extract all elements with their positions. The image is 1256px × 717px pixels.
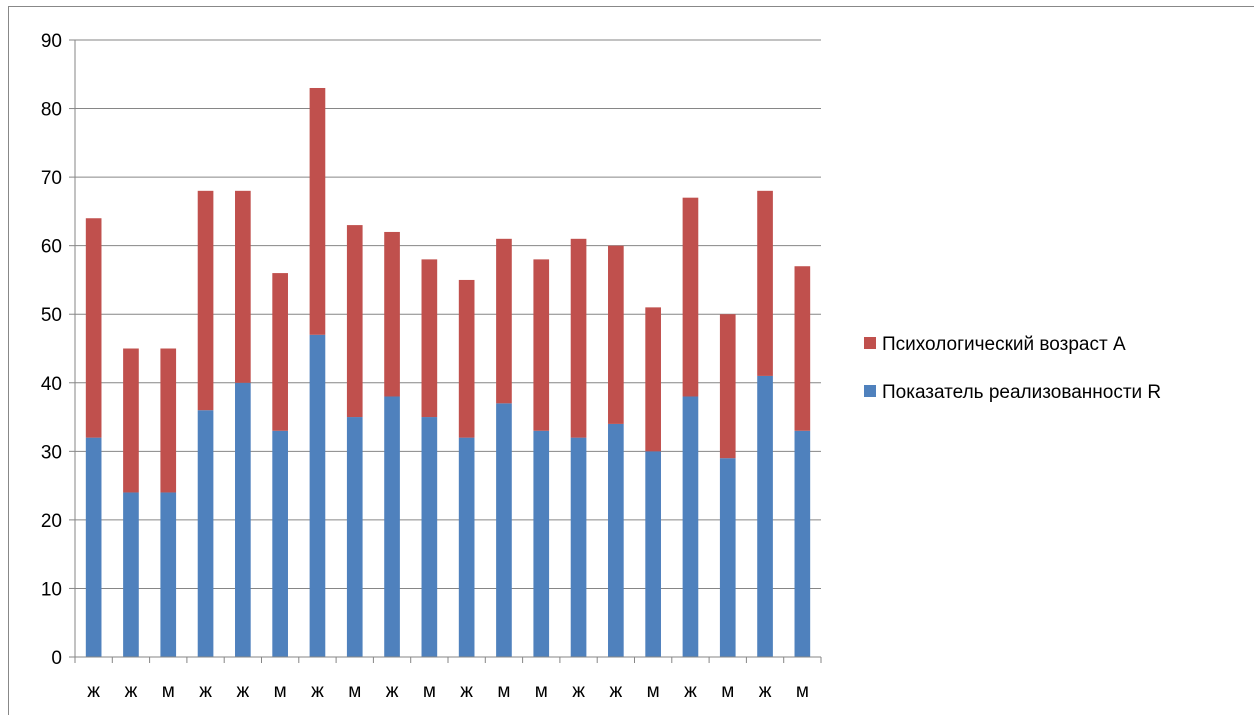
bar-series0-1 [123,492,139,657]
legend: Психологический возраст А Показатель реал… [864,334,1161,403]
x-tick-label-11: м [497,681,510,702]
bar-series0-10 [458,437,475,657]
x-tick-label-17: м [721,681,734,702]
bar-series0-7 [346,417,363,657]
chart-frame [8,6,1254,715]
x-tick-label-0: ж [87,681,100,702]
x-tick-label-10: ж [460,681,473,702]
bar-series1-6 [309,87,326,335]
legend-swatch-1 [864,385,876,397]
y-tick-label-6: 60 [41,237,62,258]
bar-series0-11 [496,403,512,657]
y-tick-label-0: 0 [51,648,62,669]
y-tick-label-1: 10 [41,579,62,600]
bar-series1-4 [235,190,251,383]
bar-series1-19 [794,266,811,431]
bar-series0-16 [682,396,699,657]
x-tick-label-15: м [647,681,660,702]
x-tick-label-16: ж [684,681,697,702]
bar-series0-5 [272,430,288,657]
bar-series1-13 [570,238,587,438]
bar-series1-18 [757,190,773,376]
x-tick-label-3: ж [199,681,212,702]
y-tick-label-7: 70 [41,168,62,189]
x-tick-label-13: ж [572,681,585,702]
x-tick-label-19: м [796,681,809,702]
gridlines [75,39,821,589]
y-tick-label-9: 90 [41,31,62,52]
axes [69,39,822,663]
y-tick-label-2: 20 [41,511,62,532]
y-tick-label-3: 30 [41,442,62,463]
bar-series1-14 [608,245,624,424]
bar-series1-11 [496,238,512,404]
x-tick-label-1: ж [125,681,138,702]
bar-series0-18 [757,375,773,657]
bar-series1-1 [123,348,139,493]
legend-label-0: Психологический возраст А [882,334,1126,355]
x-tick-label-4: ж [236,681,249,702]
bar-series1-5 [272,273,288,431]
x-tick-label-14: ж [609,681,622,702]
bar-series1-12 [533,259,550,431]
x-tick-label-18: ж [759,681,772,702]
y-tick-label-5: 50 [41,305,62,326]
bar-series0-4 [235,382,251,657]
y-tick-labels: 0 10 20 30 40 50 60 70 80 90 [41,31,62,669]
bar-series1-9 [421,259,438,418]
x-tick-label-2: м [162,681,175,702]
bar-series0-6 [309,334,326,657]
bar-series0-8 [384,396,400,657]
bar-series0-3 [197,410,214,657]
bar-series1-16 [682,197,699,397]
bar-series1-8 [384,231,400,397]
bar-series1-15 [645,307,661,452]
bar-series0-0 [85,437,102,657]
bar-series0-15 [645,451,661,657]
y-tick-label-4: 40 [41,374,62,395]
x-tick-label-8: ж [386,681,399,702]
y-tick-label-8: 80 [41,100,62,121]
x-tick-label-9: м [423,681,436,702]
x-tick-label-5: м [274,681,287,702]
bars [85,87,811,657]
bar-series1-0 [85,218,102,438]
bar-series0-14 [608,423,624,657]
bar-series1-17 [719,314,736,459]
bar-series1-3 [197,190,214,411]
x-tick-label-6: ж [311,681,324,702]
x-tick-label-7: м [348,681,361,702]
bar-series1-10 [458,279,475,438]
bar-series0-13 [570,437,587,657]
bar-series0-9 [421,417,438,657]
bar-series1-2 [160,348,177,493]
bar-series0-12 [533,430,550,657]
legend-swatch-0 [864,337,876,349]
legend-label-1: Показатель реализованности R [882,382,1161,403]
bar-series0-17 [719,458,736,657]
bar-series1-7 [346,225,363,418]
x-tick-label-12: м [535,681,548,702]
bar-series0-2 [160,492,177,657]
bar-series0-19 [794,430,811,657]
